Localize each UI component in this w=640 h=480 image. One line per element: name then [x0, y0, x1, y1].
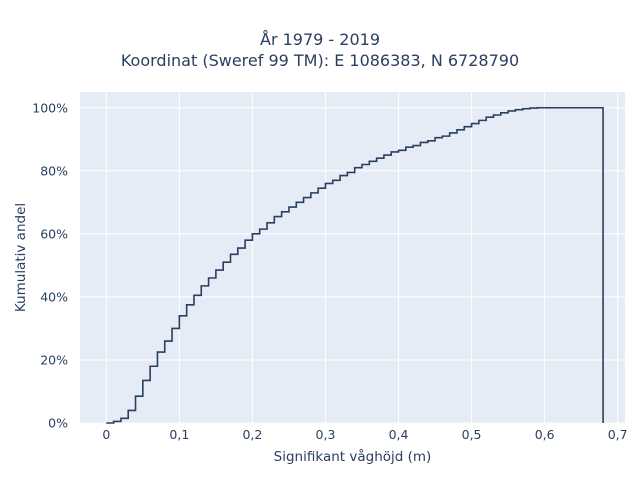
- plot-area: [80, 92, 625, 423]
- x-axis-label: Signifikant våghöjd (m): [274, 448, 432, 465]
- y-tick-label: 100%: [32, 100, 68, 115]
- x-tick-label: 0,5: [462, 427, 482, 442]
- y-tick-label: 20%: [40, 352, 68, 367]
- chart-title: År 1979 - 2019: [260, 30, 380, 49]
- x-tick-label: 0: [102, 427, 110, 442]
- x-tick-label: 0,6: [535, 427, 555, 442]
- x-tick-label: 0,3: [316, 427, 336, 442]
- x-gridlines: [105, 92, 619, 423]
- y-tick-label: 60%: [40, 226, 68, 241]
- x-tick-label: 0,4: [389, 427, 409, 442]
- y-tick-label: 40%: [40, 289, 68, 304]
- y-axis-label: Kumulativ andel: [13, 203, 29, 312]
- x-tick-labels: 0 0,1 0,2 0,3 0,4 0,5 0,6 0,7: [102, 427, 627, 442]
- chart-subtitle: Koordinat (Sweref 99 TM): E 1086383, N 6…: [120, 51, 520, 70]
- x-tick-label: 0,7: [608, 427, 628, 442]
- y-tick-labels: 0% 20% 40% 60% 80% 100%: [32, 100, 68, 430]
- cdf-step-line: [106, 106, 604, 424]
- y-tick-label: 80%: [40, 163, 68, 178]
- y-tick-label: 0%: [48, 416, 68, 431]
- x-tick-label: 0,1: [169, 427, 189, 442]
- x-tick-label: 0,2: [242, 427, 262, 442]
- y-gridlines: [80, 107, 625, 424]
